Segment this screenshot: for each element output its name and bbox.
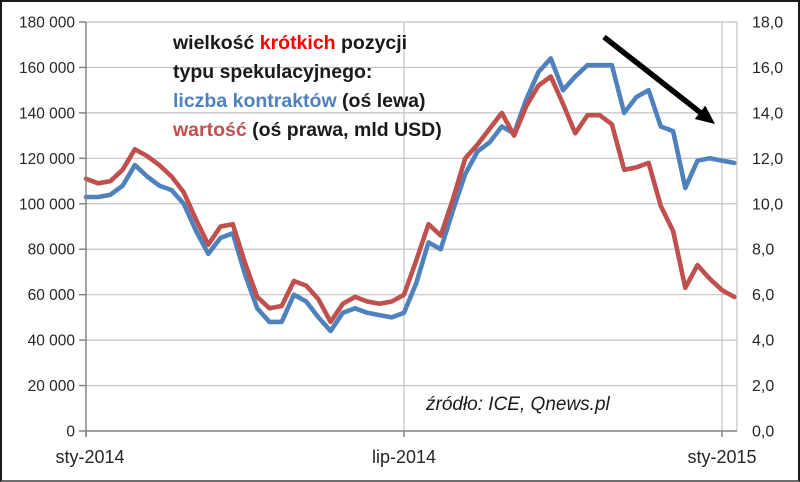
legend-text: (oś prawa, mld USD) <box>246 119 442 141</box>
legend-line-1: wielkość krótkich pozycji <box>173 29 442 58</box>
legend-line-3: liczba kontraktów (oś lewa) <box>173 87 442 116</box>
x-axis-label: sty-2014 <box>55 447 124 467</box>
y-axis-right-label: 10,0 <box>752 196 783 213</box>
y-axis-right-label: 4,0 <box>752 333 774 350</box>
annotation-legend: wielkość krótkich pozycji typu spekulacy… <box>173 29 442 145</box>
legend-text: (oś lewa) <box>336 90 426 112</box>
trend-arrow-shaft <box>602 34 705 117</box>
legend-text: wielkość <box>173 32 260 54</box>
legend-line-2: typu spekulacyjnego: <box>173 58 442 87</box>
y-axis-left-label: 0 <box>66 424 75 441</box>
y-axis-left-label: 180 000 <box>19 15 75 32</box>
x-axis-label: lip-2014 <box>372 447 436 467</box>
y-axis-right-label: 18,0 <box>752 15 783 32</box>
series-line-contracts <box>83 56 737 334</box>
y-axis-right-label: 0,0 <box>752 424 774 441</box>
trend-arrow-head <box>694 105 715 124</box>
legend-series-value-label: wartość <box>173 119 247 141</box>
source-note: źródło: ICE, Qnews.pl <box>426 394 610 415</box>
y-axis-left-label: 140 000 <box>19 105 75 122</box>
y-axis-left-label: 80 000 <box>28 242 76 259</box>
y-axis-left-label: 60 000 <box>28 287 76 304</box>
x-axis-label: sty-2015 <box>687 447 756 467</box>
y-axis-right-label: 14,0 <box>752 105 783 122</box>
y-axis-right-label: 2,0 <box>752 378 774 395</box>
y-axis-left-label: 120 000 <box>19 151 75 168</box>
y-axis-right-label: 16,0 <box>752 60 783 77</box>
legend-line-4: wartość (oś prawa, mld USD) <box>173 116 442 145</box>
y-axis-left-label: 20 000 <box>28 378 76 395</box>
legend-text-highlight: krótkich <box>259 32 336 54</box>
y-axis-right-label: 12,0 <box>752 151 783 168</box>
legend-text: pozycji <box>335 32 408 54</box>
y-axis-left-label: 100 000 <box>19 196 75 213</box>
legend-text: typu spekulacyjnego: <box>173 61 373 83</box>
y-axis-right-label: 8,0 <box>752 242 774 259</box>
series-line-value <box>83 74 737 325</box>
y-axis-left-label: 40 000 <box>28 333 76 350</box>
y-axis-left-label: 160 000 <box>19 60 75 77</box>
legend-series-contracts-label: liczba kontraktów <box>173 90 337 112</box>
y-axis-right-label: 6,0 <box>752 287 774 304</box>
